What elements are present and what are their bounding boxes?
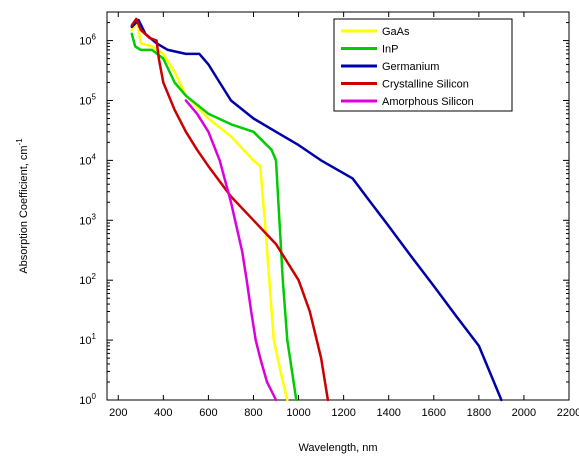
x-tick-label: 1400: [376, 407, 400, 419]
series-line-inp: [130, 32, 298, 402]
x-tick-label: 1000: [286, 407, 310, 419]
series-line-gaas: [130, 21, 289, 402]
legend-label-inp: InP: [382, 44, 399, 56]
x-tick-label: 600: [199, 407, 217, 419]
y-tick-label: 105: [79, 92, 96, 107]
y-tick-label: 106: [79, 33, 96, 48]
x-tick-label: 2200: [557, 407, 579, 419]
y-axis-title: Absorption Coefficient, cm-1: [15, 138, 30, 274]
series-line-crystalline-silicon: [130, 17, 330, 402]
y-axis-title-main: Absorption Coefficient, cm: [18, 145, 30, 273]
legend-label-germanium: Germanium: [382, 61, 439, 73]
y-tick-label: 100: [79, 392, 96, 407]
x-tick-label: 2000: [512, 407, 536, 419]
legend-label-amorphous-silicon: Amorphous Silicon: [382, 96, 474, 108]
legend-label-gaas: GaAs: [382, 26, 410, 38]
legend-label-crystalline-silicon: Crystalline Silicon: [382, 79, 469, 91]
y-tick-label: 104: [79, 152, 96, 167]
x-tick-label: 1800: [467, 407, 491, 419]
x-tick-label: 200: [109, 407, 127, 419]
y-tick-label: 102: [79, 272, 96, 287]
series-line-amorphous-silicon: [184, 99, 278, 402]
y-tick-label: 103: [79, 212, 96, 227]
y-axis-title-exp: -1: [15, 138, 24, 146]
legend: GaAs InP Germanium Crystalline Silicon Amorp…: [333, 18, 513, 112]
x-axis-title: Wavelength, nm: [298, 442, 377, 454]
x-tick-label: 400: [154, 407, 172, 419]
x-tick-label: 1600: [422, 407, 446, 419]
y-ticks: 100 101 102 103 104 105 106: [79, 11, 569, 407]
x-tick-label: 800: [244, 407, 262, 419]
plot-frame: [106, 11, 570, 401]
y-tick-label: 101: [79, 332, 96, 347]
x-ticks: 200 400 600 800 1000 1200 1400 1600 1800 2000 2200: [109, 12, 579, 419]
series-line-germanium: [130, 18, 503, 402]
series-layer: [130, 17, 503, 402]
x-tick-label: 1200: [331, 407, 355, 419]
